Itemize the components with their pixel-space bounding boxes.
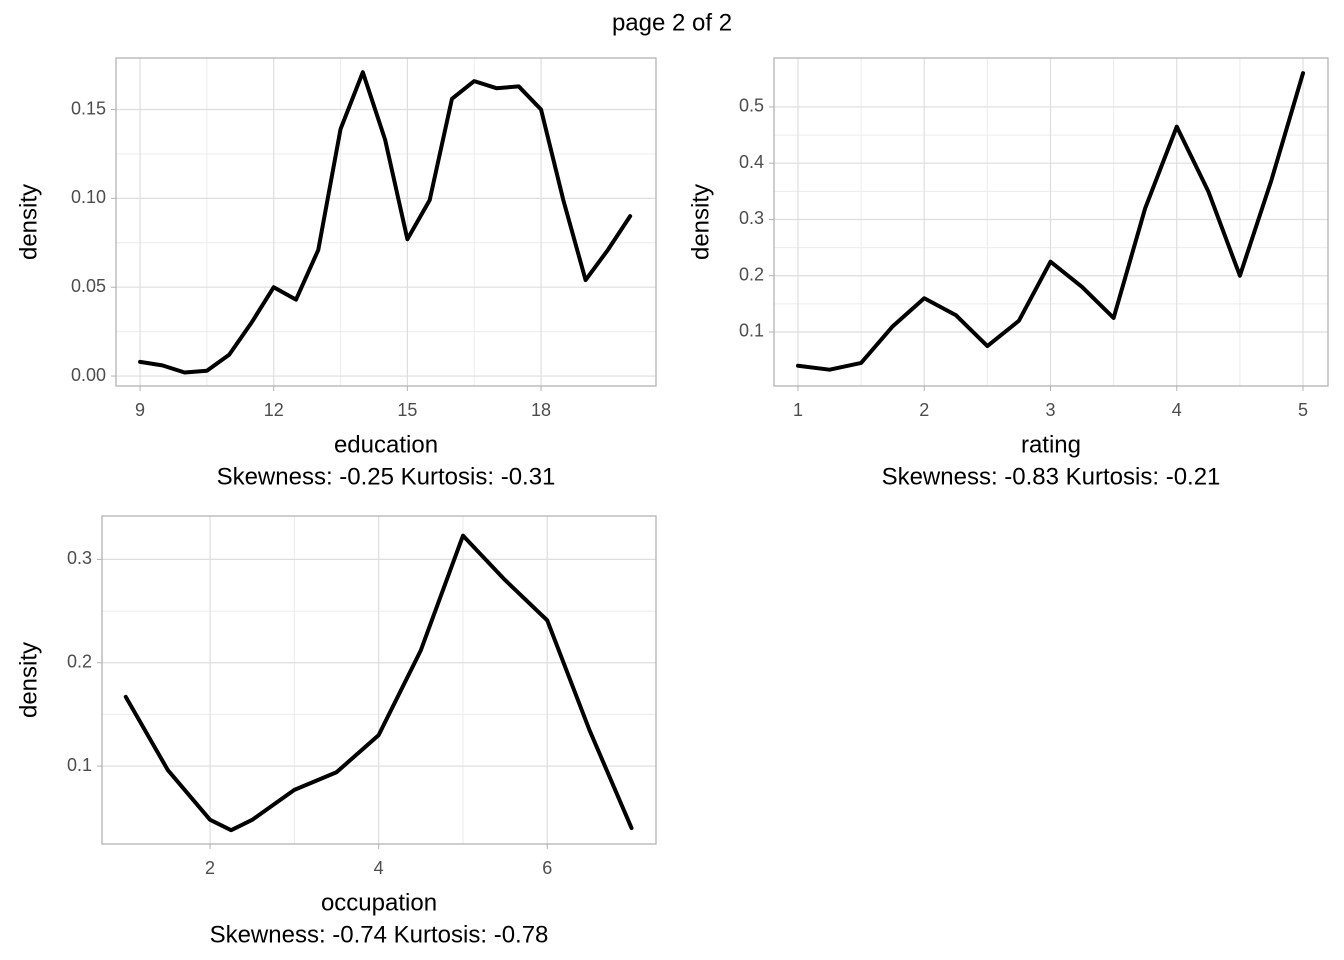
x-tick-label: 15 (397, 400, 417, 420)
y-tick-label: 0.2 (67, 651, 92, 671)
x-tick-label: 18 (531, 400, 551, 420)
y-tick-label: 0.3 (67, 548, 92, 568)
panel: 2 4 6 0.1 0.2 0.3 occupation Skewness: -0.74 Ku… (15, 515, 657, 948)
x-tick-label: 5 (1298, 400, 1308, 420)
y-tick-label: 0.10 (71, 187, 106, 207)
y-tick-label: 0.4 (739, 152, 764, 172)
x-tick-label: 3 (1045, 400, 1055, 420)
y-axis-label: density (687, 184, 714, 260)
density-line (138, 70, 633, 375)
density-line (795, 71, 1305, 372)
y-tick-label: 0.5 (739, 96, 764, 116)
page-title: page 2 of 2 (612, 9, 732, 36)
caption: Skewness: -0.83 Kurtosis: -0.21 (882, 463, 1221, 490)
y-axis-label: density (15, 184, 42, 260)
density-line (123, 533, 634, 833)
x-tick-label: 4 (1172, 400, 1182, 420)
x-axis-label: occupation (321, 889, 437, 916)
x-tick-label: 4 (374, 858, 384, 878)
x-axis-label: education (334, 431, 438, 458)
panel-border (101, 515, 657, 845)
x-tick-label: 2 (205, 858, 215, 878)
panel: 9 12 15 18 0.00 0.05 0.10 0.15 education Skewness… (15, 57, 657, 490)
x-tick-label: 6 (542, 858, 552, 878)
x-tick-label: 1 (793, 400, 803, 420)
y-axis-label: density (15, 642, 42, 718)
panel-border (115, 57, 657, 387)
x-tick-label: 2 (919, 400, 929, 420)
caption: Skewness: -0.25 Kurtosis: -0.31 (217, 463, 556, 490)
x-tick-label: 9 (135, 400, 145, 420)
y-tick-label: 0.1 (67, 755, 92, 775)
y-tick-label: 0.05 (71, 276, 106, 296)
x-axis-label: rating (1021, 431, 1081, 458)
panel: 1 2 3 4 5 0.1 0.2 0.3 0.4 0.5 rating Skewness: -0.8… (687, 57, 1329, 490)
y-tick-label: 0.00 (71, 365, 106, 385)
y-tick-label: 0.15 (71, 98, 106, 118)
y-tick-label: 0.3 (739, 208, 764, 228)
y-tick-label: 0.1 (739, 321, 764, 341)
x-tick-label: 12 (264, 400, 284, 420)
y-tick-label: 0.2 (739, 264, 764, 284)
panel-border (773, 57, 1329, 387)
caption: Skewness: -0.74 Kurtosis: -0.78 (210, 921, 549, 948)
